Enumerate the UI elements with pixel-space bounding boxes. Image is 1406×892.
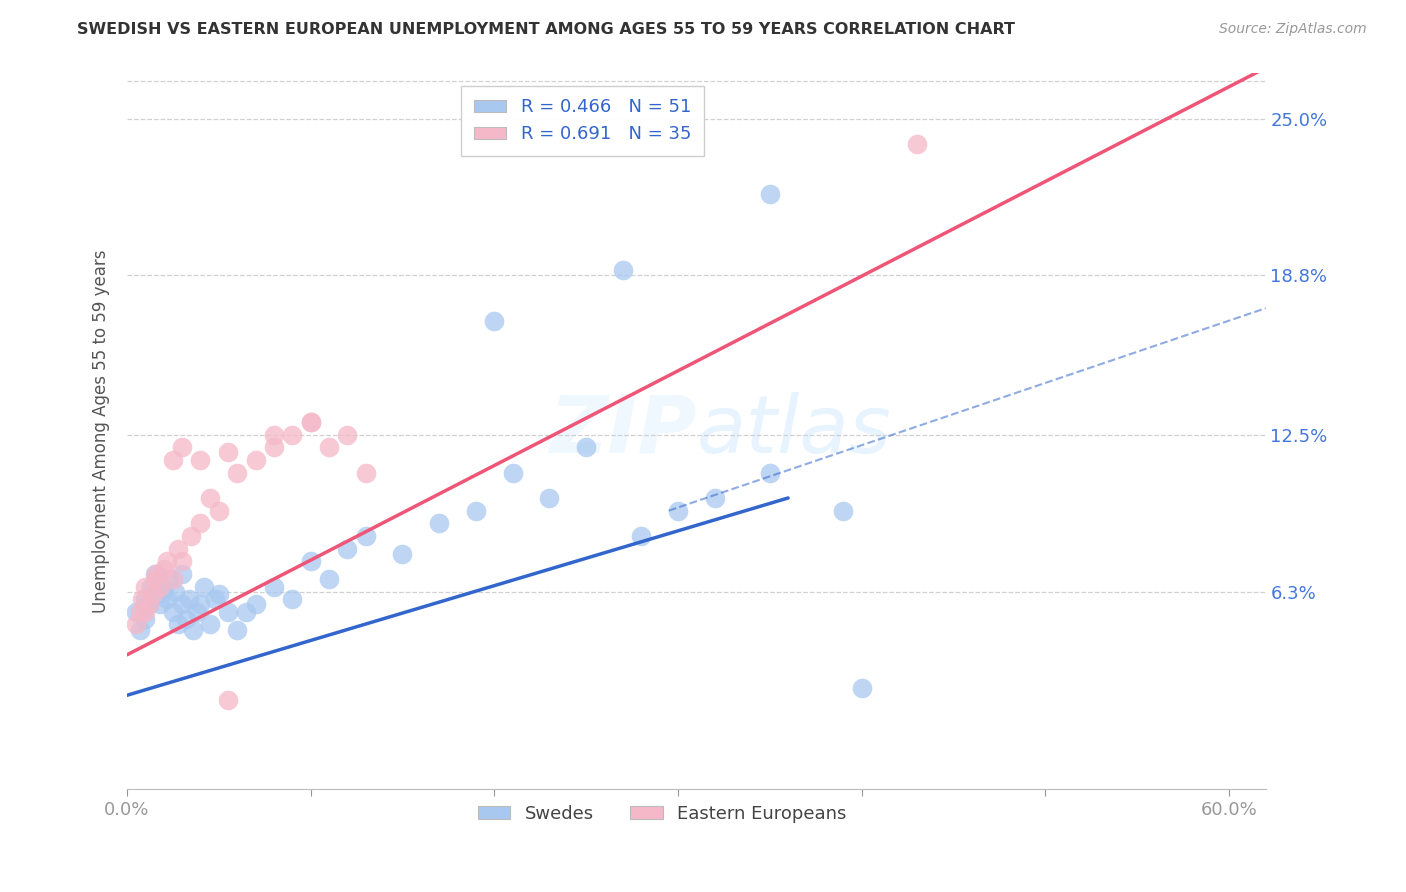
Point <box>179 592 201 607</box>
Point <box>217 445 239 459</box>
Point <box>157 572 180 586</box>
Point <box>263 441 285 455</box>
Point <box>125 605 148 619</box>
Point <box>131 592 153 607</box>
Point <box>180 529 202 543</box>
Point <box>134 580 156 594</box>
Point <box>174 612 197 626</box>
Point <box>703 491 725 505</box>
Point <box>125 617 148 632</box>
Point <box>134 605 156 619</box>
Point <box>235 605 257 619</box>
Point <box>128 605 150 619</box>
Point <box>172 566 194 581</box>
Point <box>538 491 561 505</box>
Point <box>138 597 160 611</box>
Point <box>163 584 186 599</box>
Point <box>263 580 285 594</box>
Point <box>612 263 634 277</box>
Text: atlas: atlas <box>696 392 891 470</box>
Point <box>354 529 377 543</box>
Point <box>128 623 150 637</box>
Point <box>190 516 212 531</box>
Point <box>832 503 855 517</box>
Point <box>198 617 221 632</box>
Point <box>502 466 524 480</box>
Point <box>138 597 160 611</box>
Point <box>162 572 184 586</box>
Point <box>190 453 212 467</box>
Point <box>666 503 689 517</box>
Point <box>152 582 174 596</box>
Point <box>162 605 184 619</box>
Point <box>156 554 179 568</box>
Point <box>758 187 780 202</box>
Point <box>198 491 221 505</box>
Point <box>143 572 166 586</box>
Point <box>226 623 249 637</box>
Point <box>145 566 167 581</box>
Point <box>245 453 267 467</box>
Point <box>208 587 231 601</box>
Point <box>134 592 156 607</box>
Point <box>575 441 598 455</box>
Text: Source: ZipAtlas.com: Source: ZipAtlas.com <box>1219 22 1367 37</box>
Point <box>354 466 377 480</box>
Legend: Swedes, Eastern Europeans: Swedes, Eastern Europeans <box>471 797 853 830</box>
Point <box>143 566 166 581</box>
Point <box>281 592 304 607</box>
Point <box>208 503 231 517</box>
Point <box>281 427 304 442</box>
Point <box>181 623 204 637</box>
Point <box>464 503 486 517</box>
Point <box>156 592 179 607</box>
Point <box>318 441 340 455</box>
Point <box>142 587 165 601</box>
Point <box>190 597 212 611</box>
Point <box>172 441 194 455</box>
Point <box>299 415 322 429</box>
Point <box>172 597 194 611</box>
Point <box>186 605 208 619</box>
Point <box>427 516 450 531</box>
Point <box>149 597 172 611</box>
Point <box>134 612 156 626</box>
Point <box>217 693 239 707</box>
Point <box>758 466 780 480</box>
Point <box>299 415 322 429</box>
Point <box>139 580 162 594</box>
Text: ZIP: ZIP <box>548 392 696 470</box>
Point <box>193 580 215 594</box>
Point <box>336 427 359 442</box>
Point <box>172 554 194 568</box>
Point <box>167 617 190 632</box>
Point <box>167 541 190 556</box>
Point <box>630 529 652 543</box>
Point <box>162 453 184 467</box>
Point <box>245 597 267 611</box>
Point <box>263 427 285 442</box>
Point <box>336 541 359 556</box>
Point <box>299 554 322 568</box>
Point <box>217 605 239 619</box>
Y-axis label: Unemployment Among Ages 55 to 59 years: Unemployment Among Ages 55 to 59 years <box>93 249 110 613</box>
Point <box>145 587 167 601</box>
Point <box>391 547 413 561</box>
Point <box>152 562 174 576</box>
Point <box>318 572 340 586</box>
Point <box>204 592 226 607</box>
Point <box>149 580 172 594</box>
Point <box>226 466 249 480</box>
Point <box>851 681 873 695</box>
Text: SWEDISH VS EASTERN EUROPEAN UNEMPLOYMENT AMONG AGES 55 TO 59 YEARS CORRELATION C: SWEDISH VS EASTERN EUROPEAN UNEMPLOYMENT… <box>77 22 1015 37</box>
Point <box>484 314 506 328</box>
Point <box>905 136 928 151</box>
